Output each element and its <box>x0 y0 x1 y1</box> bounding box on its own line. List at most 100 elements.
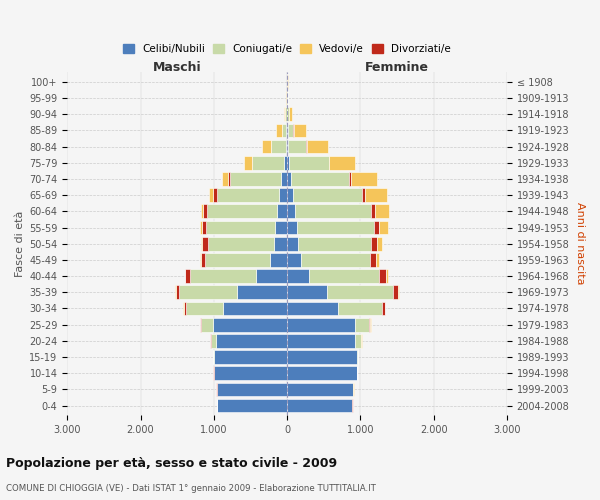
Bar <box>211 334 216 347</box>
Bar <box>329 156 355 170</box>
Text: Femmine: Femmine <box>365 61 429 74</box>
Bar <box>213 188 217 202</box>
Bar <box>293 124 307 138</box>
Bar <box>217 382 287 396</box>
Bar <box>287 204 295 218</box>
Bar <box>287 366 357 380</box>
Bar <box>287 334 355 347</box>
Bar <box>275 220 287 234</box>
Bar <box>326 286 392 299</box>
Bar <box>251 156 253 170</box>
Bar <box>222 172 228 186</box>
Bar <box>379 220 388 234</box>
Bar <box>278 188 287 202</box>
Text: Maschi: Maschi <box>153 61 202 74</box>
Bar <box>284 108 285 121</box>
Bar <box>186 302 223 316</box>
Bar <box>214 350 287 364</box>
Bar <box>286 108 287 121</box>
Bar <box>244 156 251 170</box>
Bar <box>228 172 230 186</box>
Bar <box>223 302 287 316</box>
Bar <box>284 156 287 170</box>
Bar <box>374 204 389 218</box>
Bar <box>270 253 287 267</box>
Bar <box>200 318 213 332</box>
Bar <box>288 91 289 105</box>
Y-axis label: Anni di nascita: Anni di nascita <box>575 202 585 285</box>
Bar <box>295 204 371 218</box>
Bar <box>371 204 374 218</box>
Bar <box>287 172 291 186</box>
Bar <box>298 220 374 234</box>
Bar <box>287 269 309 283</box>
Bar <box>355 318 369 332</box>
Bar <box>201 204 203 218</box>
Bar <box>365 188 387 202</box>
Bar <box>287 220 298 234</box>
Bar <box>202 220 206 234</box>
Bar <box>256 269 287 283</box>
Bar <box>184 302 186 316</box>
Bar <box>287 350 358 364</box>
Bar <box>185 269 190 283</box>
Text: Popolazione per età, sesso e stato civile - 2009: Popolazione per età, sesso e stato civil… <box>6 458 337 470</box>
Bar <box>288 124 293 138</box>
Bar <box>287 253 301 267</box>
Bar <box>237 286 287 299</box>
Bar <box>377 237 382 250</box>
Bar <box>282 124 286 138</box>
Bar <box>208 237 274 250</box>
Bar <box>216 334 287 347</box>
Bar <box>293 188 362 202</box>
Bar <box>200 220 202 234</box>
Bar <box>206 220 275 234</box>
Bar <box>298 237 371 250</box>
Bar <box>286 140 287 153</box>
Bar <box>176 286 179 299</box>
Bar <box>371 237 377 250</box>
Bar <box>392 286 398 299</box>
Bar <box>262 140 271 153</box>
Bar <box>287 302 338 316</box>
Bar <box>301 253 370 267</box>
Bar <box>370 318 371 332</box>
Bar <box>338 302 382 316</box>
Bar <box>307 140 328 153</box>
Bar <box>213 318 287 332</box>
Bar <box>287 382 353 396</box>
Bar <box>287 318 355 332</box>
Bar <box>209 188 213 202</box>
Bar <box>253 156 284 170</box>
Bar <box>355 334 361 347</box>
Bar <box>276 124 282 138</box>
Bar <box>230 172 281 186</box>
Y-axis label: Fasce di età: Fasce di età <box>15 210 25 277</box>
Bar <box>351 172 377 186</box>
Bar <box>287 108 289 121</box>
Bar <box>287 188 293 202</box>
Bar <box>287 398 352 412</box>
Bar <box>386 269 388 283</box>
Bar <box>291 172 349 186</box>
Bar <box>289 156 329 170</box>
Bar <box>217 398 287 412</box>
Bar <box>179 286 237 299</box>
Text: COMUNE DI CHIOGGIA (VE) - Dati ISTAT 1° gennaio 2009 - Elaborazione TUTTITALIA.I: COMUNE DI CHIOGGIA (VE) - Dati ISTAT 1° … <box>6 484 376 493</box>
Bar <box>287 286 326 299</box>
Bar <box>287 156 289 170</box>
Bar <box>374 220 379 234</box>
Bar <box>202 237 208 250</box>
Legend: Celibi/Nubili, Coniugati/e, Vedovi/e, Divorziati/e: Celibi/Nubili, Coniugati/e, Vedovi/e, Di… <box>119 40 455 58</box>
Bar <box>369 318 370 332</box>
Bar <box>289 108 292 121</box>
Bar <box>370 253 376 267</box>
Bar <box>309 269 379 283</box>
Bar <box>207 204 277 218</box>
Bar <box>274 237 287 250</box>
Bar <box>306 140 307 153</box>
Bar <box>287 140 288 153</box>
Bar <box>362 188 365 202</box>
Bar <box>200 253 205 267</box>
Bar <box>286 124 287 138</box>
